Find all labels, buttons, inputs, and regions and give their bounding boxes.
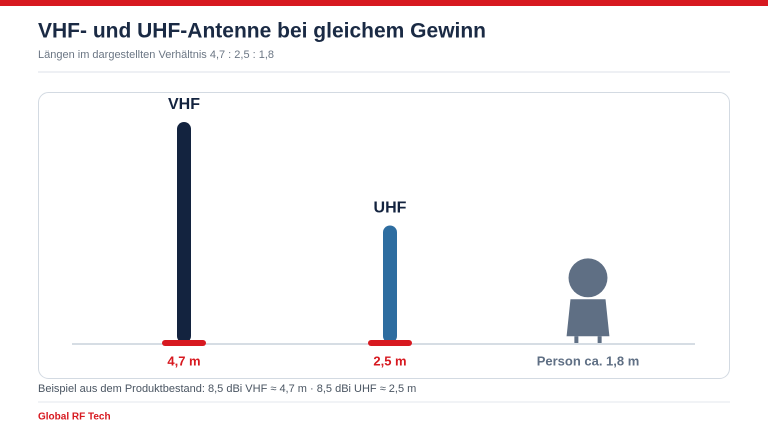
value-label: Person ca. 1,8 m bbox=[537, 353, 640, 368]
antenna-foot bbox=[162, 340, 206, 346]
top-bar bbox=[0, 0, 768, 6]
antenna-label: VHF bbox=[168, 96, 200, 113]
person bbox=[566, 258, 610, 343]
antenna bbox=[383, 225, 397, 343]
chart-subtitle: Längen im dargestellten Verhältnis 4,7 :… bbox=[38, 49, 274, 61]
chart-title: VHF- und UHF-Antenne bei gleichem Gewinn bbox=[38, 20, 486, 43]
value-label: 2,5 m bbox=[373, 353, 406, 368]
source: Global RF Tech bbox=[38, 412, 111, 423]
value-label: 4,7 m bbox=[167, 353, 200, 368]
antenna-foot bbox=[368, 340, 412, 346]
note: Beispiel aus dem Produktbestand: 8,5 dBi… bbox=[38, 383, 416, 395]
antenna bbox=[177, 122, 191, 343]
antenna-label: UHF bbox=[374, 200, 407, 217]
